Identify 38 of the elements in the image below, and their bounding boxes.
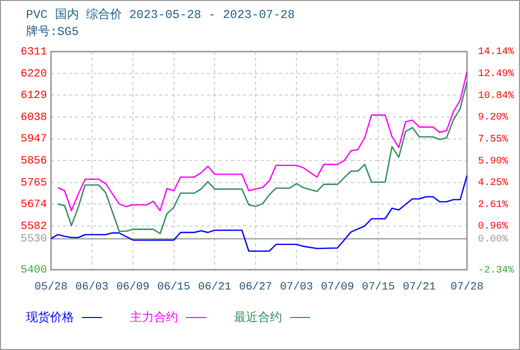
y-tick-label: 6220 [20, 68, 47, 80]
y-tick-label: 5400 [20, 264, 47, 277]
x-tick-label: 06/09 [116, 281, 150, 294]
x-tick-label: 07/03 [280, 281, 314, 294]
y-tick-label: 5530 [20, 234, 47, 246]
legend-label: 主力合约 [130, 309, 178, 326]
y-tick-label: 6129 [20, 90, 47, 102]
y2-tick-label: 5.90% [478, 156, 508, 168]
y2-tick-label: 0.00% [478, 234, 508, 246]
y2-tick-label: 9.20% [478, 112, 508, 124]
x-tick-label: 06/03 [75, 281, 108, 294]
x-tick-label: 07/28 [450, 281, 484, 294]
y-tick-label: 5947 [20, 134, 47, 146]
y2-tick-label: 0.96% [478, 222, 508, 233]
y2-tick-label: 4.25% [478, 178, 508, 190]
x-tick-label: 07/09 [320, 281, 354, 294]
y-tick-label: 5856 [20, 155, 47, 168]
x-tick-label: 06/15 [157, 281, 190, 294]
legend-label: 现货价格 [26, 309, 74, 326]
y-tick-label: 5765 [20, 177, 47, 190]
y2-tick-label: 7.55% [478, 134, 508, 146]
chart-subtitle: 牌号:SG5 [26, 24, 80, 41]
x-tick-label: 06/21 [198, 281, 232, 294]
y2-tick-label: -2.34% [478, 265, 514, 276]
y-tick-label: 5674 [20, 199, 48, 212]
y-tick-label: 5582 [20, 221, 47, 234]
y2-tick-label: 12.49% [478, 69, 514, 80]
y2-tick-label: 14.14% [478, 47, 514, 58]
y2-tick-label: 2.61% [478, 200, 508, 211]
y-tick-label: 6038 [20, 112, 47, 124]
x-tick-label: 06/27 [239, 281, 272, 294]
chart-title: PVC 国内 综合价 2023-05-28 - 2023-07-28 [26, 7, 296, 24]
x-tick-label: 05/28 [34, 281, 68, 294]
legend-label: 最近合约 [234, 309, 282, 326]
y2-tick-label: 10.84% [478, 90, 514, 102]
y-tick-label: 6311 [20, 46, 48, 59]
x-tick-label: 07/15 [362, 281, 395, 294]
x-tick-label: 07/21 [402, 281, 436, 294]
